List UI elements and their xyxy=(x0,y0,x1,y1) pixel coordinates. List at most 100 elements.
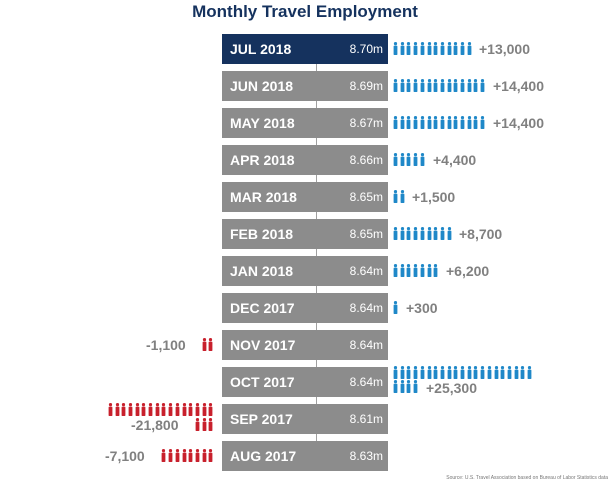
person-icon xyxy=(202,403,206,416)
month-row: NOV 2017 8.64m xyxy=(222,330,388,360)
person-icon xyxy=(161,403,166,416)
person-icon xyxy=(460,366,465,379)
month-label: NOV 2017 xyxy=(230,337,296,353)
employment-value: 8.64m xyxy=(349,301,383,315)
person-icon xyxy=(494,366,498,379)
month-row: MAR 2018 8.65m xyxy=(222,182,388,212)
change-label: +14,400 xyxy=(493,115,544,131)
person-icon xyxy=(400,227,405,240)
person-icon xyxy=(406,79,411,92)
person-icon xyxy=(406,153,411,166)
person-icon xyxy=(500,366,505,379)
employment-value: 8.67m xyxy=(349,116,383,130)
employment-value: 8.61m xyxy=(349,412,383,426)
person-icon xyxy=(413,42,418,55)
person-icon xyxy=(473,366,478,379)
person-icon xyxy=(406,366,411,379)
month-label: DEC 2017 xyxy=(230,300,295,316)
person-icon xyxy=(188,403,193,416)
person-icon xyxy=(182,449,186,462)
person-icon xyxy=(467,366,472,379)
employment-value: 8.69m xyxy=(349,79,383,93)
person-icon xyxy=(195,403,200,416)
person-icon xyxy=(182,403,186,416)
person-icon xyxy=(427,42,431,55)
person-icon xyxy=(473,79,478,92)
person-icon xyxy=(427,116,431,129)
person-icon xyxy=(440,79,445,92)
person-icon xyxy=(413,227,418,240)
month-row: JUL 2018 8.70m xyxy=(222,34,388,64)
person-icon xyxy=(393,366,398,379)
person-icon xyxy=(175,403,180,416)
person-icon xyxy=(121,403,126,416)
change-label: +25,300 xyxy=(426,380,477,396)
person-icon xyxy=(115,403,119,416)
change-label: -21,800 xyxy=(131,417,179,433)
person-icon xyxy=(406,264,411,277)
person-icon xyxy=(453,116,458,129)
person-icon xyxy=(406,380,411,393)
person-icon xyxy=(480,366,485,379)
person-icon xyxy=(128,403,133,416)
month-row: FEB 2018 8.65m xyxy=(222,219,388,249)
person-icon xyxy=(473,116,478,129)
change-label: -1,100 xyxy=(146,337,186,353)
axis-line xyxy=(316,34,317,471)
person-icon xyxy=(427,264,431,277)
employment-value: 8.63m xyxy=(349,449,383,463)
person-icon xyxy=(195,449,200,462)
month-row: JUN 2018 8.69m xyxy=(222,71,388,101)
person-icon xyxy=(467,79,472,92)
person-icon xyxy=(208,449,213,462)
person-icon xyxy=(141,403,146,416)
month-label: AUG 2017 xyxy=(230,448,297,464)
person-icon xyxy=(480,79,485,92)
person-icon xyxy=(413,116,418,129)
month-label: MAY 2018 xyxy=(230,115,295,131)
person-icon xyxy=(175,449,180,462)
person-icon xyxy=(460,79,465,92)
person-icon xyxy=(420,227,425,240)
person-icon xyxy=(427,227,431,240)
person-icon xyxy=(195,418,200,431)
month-label: OCT 2017 xyxy=(230,374,295,390)
employment-value: 8.64m xyxy=(349,264,383,278)
person-icon xyxy=(168,403,173,416)
person-icon xyxy=(393,42,398,55)
month-label: APR 2018 xyxy=(230,152,295,168)
person-icon xyxy=(161,449,166,462)
person-icon xyxy=(393,227,398,240)
person-icon xyxy=(400,79,405,92)
person-icon xyxy=(453,42,458,55)
month-row: OCT 2017 8.64m xyxy=(222,367,388,397)
month-label: FEB 2018 xyxy=(230,226,294,242)
employment-value: 8.64m xyxy=(349,338,383,352)
person-icon xyxy=(520,366,525,379)
person-icon xyxy=(467,42,472,55)
person-icon xyxy=(440,42,445,55)
person-icon xyxy=(413,153,418,166)
month-label: JUN 2018 xyxy=(230,78,294,94)
person-icon xyxy=(420,79,425,92)
person-icon xyxy=(420,42,425,55)
person-icon xyxy=(400,116,405,129)
person-icon xyxy=(413,79,418,92)
month-label: JUL 2018 xyxy=(230,41,292,57)
employment-value: 8.70m xyxy=(349,42,383,56)
person-icon xyxy=(400,42,405,55)
person-icon xyxy=(413,366,418,379)
person-icon xyxy=(393,190,398,203)
person-icon xyxy=(413,264,418,277)
change-label: +4,400 xyxy=(433,152,477,168)
person-icon xyxy=(155,403,160,416)
person-icon xyxy=(188,449,193,462)
month-row: APR 2018 8.66m xyxy=(222,145,388,175)
person-icon xyxy=(393,264,398,277)
employment-value: 8.64m xyxy=(349,375,383,389)
person-icon xyxy=(447,42,451,55)
person-icon xyxy=(460,42,465,55)
person-icon xyxy=(427,79,431,92)
person-icon xyxy=(393,153,398,166)
person-icon xyxy=(527,366,532,379)
